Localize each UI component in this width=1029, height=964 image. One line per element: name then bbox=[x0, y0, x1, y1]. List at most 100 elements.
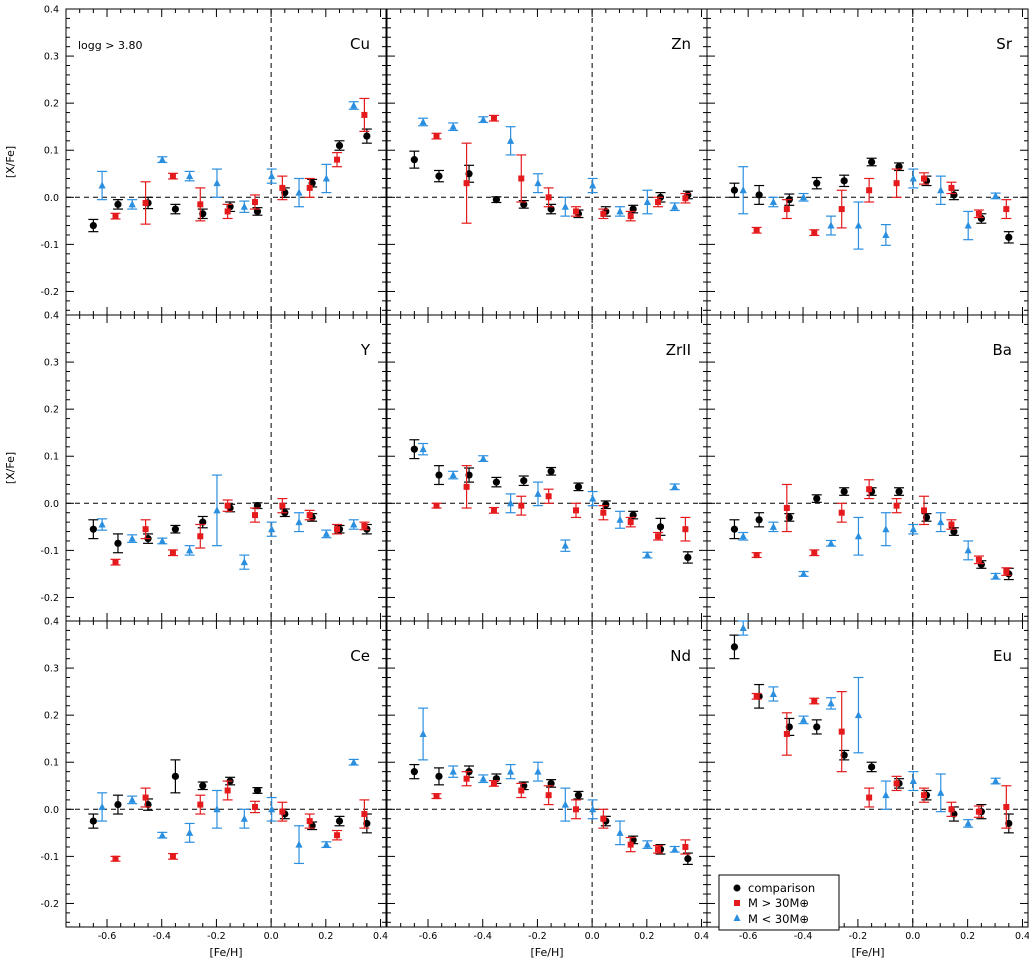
marker-triangle bbox=[128, 534, 136, 542]
marker-square bbox=[490, 780, 497, 787]
marker-triangle bbox=[589, 181, 597, 189]
marker-circle bbox=[785, 513, 793, 522]
marker-circle bbox=[840, 487, 848, 496]
marker-triangle bbox=[827, 699, 835, 707]
marker-triangle bbox=[882, 230, 890, 238]
marker-square bbox=[463, 775, 470, 782]
marker-triangle bbox=[671, 202, 679, 210]
marker-triangle bbox=[507, 136, 515, 144]
data-point bbox=[894, 487, 905, 496]
marker-triangle bbox=[799, 569, 808, 577]
data-point bbox=[197, 208, 208, 220]
data-point bbox=[976, 803, 987, 820]
data-point bbox=[919, 495, 930, 526]
y-tick-label: -0.2 bbox=[40, 593, 59, 604]
marker-square bbox=[600, 815, 607, 822]
marker-square bbox=[838, 206, 845, 213]
data-point bbox=[167, 549, 178, 557]
data-point bbox=[88, 813, 99, 829]
data-point bbox=[653, 844, 664, 854]
marker-square bbox=[600, 509, 607, 516]
marker-square bbox=[948, 184, 955, 191]
marker-circle bbox=[840, 751, 848, 759]
marker-circle bbox=[730, 525, 739, 533]
series-high-mass bbox=[110, 97, 370, 225]
data-point bbox=[973, 555, 984, 565]
data-point bbox=[751, 226, 762, 234]
y-tick-label: -0.2 bbox=[40, 287, 59, 298]
data-point bbox=[195, 187, 206, 222]
marker-triangle bbox=[799, 193, 808, 201]
y-tick-label: -0.2 bbox=[40, 899, 59, 910]
marker-triangle bbox=[449, 122, 457, 130]
data-point bbox=[488, 779, 499, 787]
data-point bbox=[963, 210, 974, 241]
data-point bbox=[409, 763, 420, 780]
legend-marker-high-mass bbox=[734, 900, 740, 906]
data-point bbox=[946, 181, 957, 195]
marker-square bbox=[627, 213, 634, 220]
panel-eu: -0.6 -0.4 -0.2 0.0 0.2 0.4 Eu bbox=[706, 620, 1029, 942]
marker-triangle bbox=[992, 572, 1000, 580]
legend-label-low-mass: M < 30M⊕ bbox=[748, 912, 809, 926]
data-point bbox=[990, 777, 1001, 785]
marker-circle bbox=[199, 782, 207, 790]
marker-triangle bbox=[449, 471, 457, 479]
marker-triangle bbox=[964, 819, 972, 827]
data-point bbox=[880, 512, 891, 547]
marker-circle bbox=[574, 791, 583, 799]
marker-circle bbox=[684, 855, 692, 863]
data-point bbox=[963, 540, 974, 561]
panel-title: Y bbox=[360, 341, 371, 359]
data-point bbox=[754, 512, 765, 528]
data-point bbox=[680, 516, 691, 542]
marker-square bbox=[866, 794, 873, 801]
data-point bbox=[140, 787, 151, 808]
data-point bbox=[560, 787, 571, 822]
series-high-mass bbox=[431, 771, 691, 855]
marker-circle bbox=[435, 471, 443, 479]
marker-square bbox=[627, 841, 634, 848]
data-point bbox=[222, 780, 233, 801]
marker-square bbox=[142, 199, 149, 206]
data-point bbox=[110, 212, 121, 220]
data-point bbox=[431, 793, 442, 800]
marker-triangle bbox=[561, 541, 569, 549]
series-low-mass bbox=[738, 166, 1001, 250]
data-point bbox=[127, 795, 138, 805]
data-point bbox=[433, 169, 444, 183]
marker-square bbox=[279, 808, 286, 815]
marker-square bbox=[306, 818, 313, 825]
marker-triangle bbox=[479, 454, 487, 462]
data-point bbox=[143, 798, 154, 811]
marker-square bbox=[975, 210, 982, 217]
data-point bbox=[321, 840, 332, 849]
data-point bbox=[587, 177, 598, 194]
series-high-mass bbox=[751, 479, 1012, 576]
x-tick-label: 0.2 bbox=[960, 931, 975, 942]
y-tick-label: 0.0 bbox=[44, 805, 59, 816]
data-point bbox=[294, 177, 305, 208]
data-point bbox=[1003, 813, 1014, 834]
marker-triangle bbox=[350, 758, 358, 766]
data-point bbox=[277, 801, 288, 822]
data-point bbox=[334, 140, 345, 151]
data-point bbox=[97, 518, 108, 531]
panel-zrii: ZrII bbox=[386, 314, 708, 622]
series-low-mass bbox=[738, 620, 1001, 828]
data-point bbox=[464, 467, 475, 483]
data-point bbox=[488, 506, 499, 514]
series-low-mass bbox=[418, 442, 680, 559]
series-comparison bbox=[409, 763, 693, 865]
marker-triangle bbox=[98, 181, 106, 189]
data-point bbox=[321, 529, 332, 539]
data-point bbox=[826, 215, 837, 236]
marker-circle bbox=[602, 501, 610, 509]
data-point bbox=[157, 831, 168, 839]
data-point bbox=[839, 174, 850, 188]
marker-circle bbox=[465, 170, 473, 178]
data-point bbox=[97, 170, 108, 201]
x-tick-label: 0.0 bbox=[264, 931, 279, 942]
marker-square bbox=[1003, 803, 1010, 810]
